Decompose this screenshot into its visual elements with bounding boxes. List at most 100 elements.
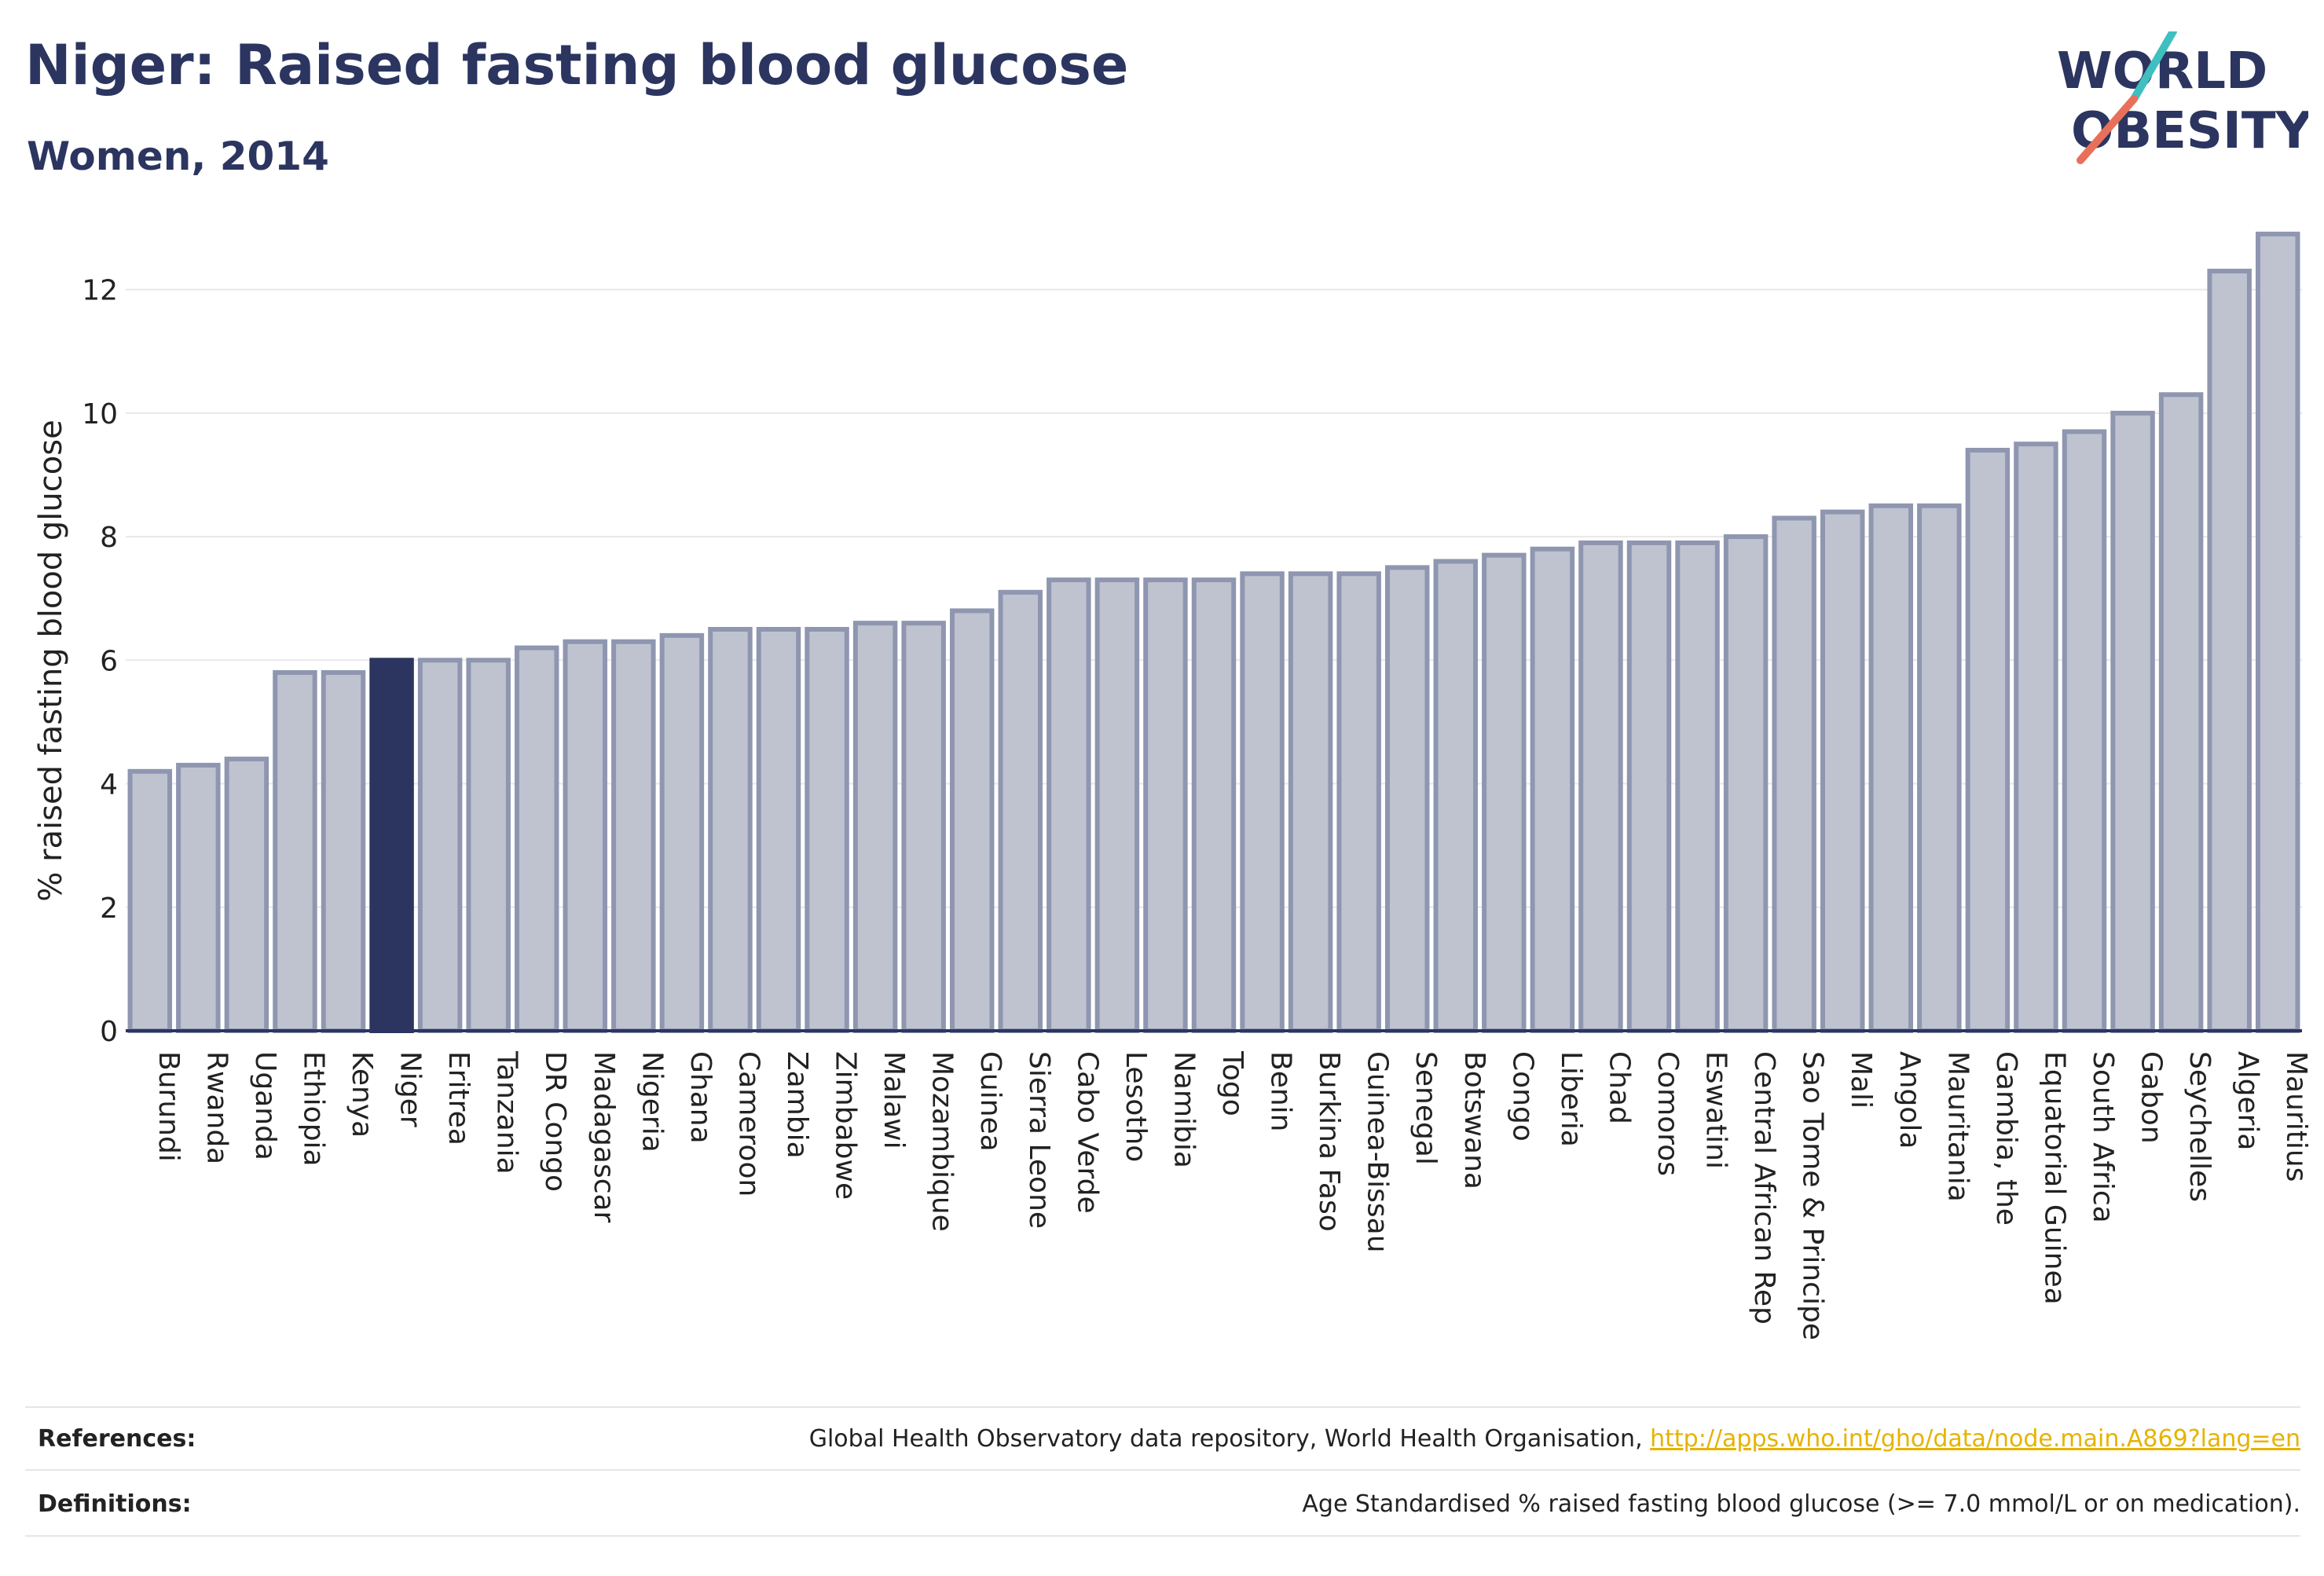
x-tick-label: Comoros — [1651, 1051, 1684, 1176]
y-tick-label: 0 — [100, 1016, 118, 1048]
y-tick-label: 2 — [100, 892, 118, 925]
x-tick-label: Eswatini — [1700, 1051, 1732, 1169]
x-tick-label: Togo — [1216, 1050, 1248, 1116]
logo-teal-slash — [2130, 31, 2177, 103]
x-tick-label: Uganda — [249, 1051, 281, 1160]
x-tick-label: Botswana — [1458, 1051, 1490, 1189]
x-tick-label: Tanzania — [491, 1050, 523, 1175]
y-tick-label: 6 — [100, 645, 118, 677]
bar-kenya — [321, 670, 366, 1033]
bar-cabo-verde — [1047, 577, 1091, 1033]
x-tick-label: Gabon — [2135, 1051, 2168, 1144]
x-tick-label: Mali — [1845, 1051, 1877, 1109]
bar-benin — [1240, 571, 1285, 1033]
bar-togo — [1191, 577, 1237, 1033]
bar-guinea-bissau — [1336, 571, 1381, 1033]
footer-divider-bottom — [25, 1535, 2300, 1537]
bar-gambia-the — [1965, 448, 2011, 1033]
bar-central-african-rep — [1723, 534, 1769, 1033]
x-tick-label: Guinea — [974, 1051, 1006, 1152]
x-tick-label: Burundi — [152, 1051, 185, 1162]
x-tick-label: Sao Tome & Principe — [1797, 1051, 1829, 1340]
bar-dr-congo — [514, 645, 559, 1033]
y-tick-label: 4 — [100, 769, 118, 801]
bar-sierra-leone — [998, 589, 1043, 1033]
x-tick-label: Angola — [1893, 1051, 1926, 1149]
bar-guinea — [949, 608, 995, 1033]
x-tick-label: Cabo Verde — [1071, 1051, 1103, 1214]
bar-zambia — [756, 627, 801, 1033]
bar-liberia — [1530, 546, 1575, 1033]
references-link[interactable]: http://apps.who.int/gho/data/node.main.A… — [1650, 1425, 2300, 1453]
bar-mali — [1820, 509, 1865, 1033]
y-tick-label: 10 — [82, 398, 118, 431]
x-tick-label: Burkina Faso — [1313, 1051, 1345, 1232]
bar-senegal — [1384, 565, 1430, 1033]
definitions-text: Age Standardised % raised fasting blood … — [1302, 1490, 2300, 1518]
bar-ethiopia — [273, 670, 317, 1033]
bar-ghana — [659, 632, 705, 1033]
bar-rwanda — [176, 762, 221, 1033]
bar-sao-tome-principe — [1772, 515, 1816, 1033]
bar-lesotho — [1094, 577, 1140, 1033]
references-text: Global Health Observatory data repositor… — [809, 1425, 2300, 1453]
x-tick-label: Zambia — [781, 1051, 813, 1159]
bar-chad — [1578, 540, 1623, 1033]
x-tick-label: Senegal — [1409, 1051, 1442, 1165]
x-tick-label: Cameroon — [732, 1051, 764, 1197]
x-tick-label: Mauritius — [2280, 1051, 2312, 1182]
x-tick-label: Chad — [1603, 1051, 1635, 1124]
footer-divider-top — [25, 1406, 2300, 1408]
references-source: Global Health Observatory data repositor… — [808, 1425, 1651, 1453]
x-tick-label: Eritrea — [442, 1051, 475, 1145]
bar-south-africa — [2062, 429, 2107, 1033]
x-tick-label: Mozambique — [926, 1051, 959, 1232]
bar-algeria — [2207, 269, 2252, 1033]
x-tick-label: Benin — [1265, 1051, 1297, 1131]
bar-zimbabwe — [805, 627, 849, 1033]
chart-subtitle: Women, 2014 — [27, 134, 329, 179]
definitions-label: Definitions: — [38, 1490, 192, 1518]
bar-botswana — [1433, 559, 1479, 1033]
bar-niger — [369, 658, 414, 1033]
x-tick-label: Algeria — [2232, 1051, 2264, 1151]
x-tick-label: Ethiopia — [297, 1051, 329, 1167]
x-tick-label: Nigeria — [636, 1051, 668, 1153]
footer-divider-middle — [25, 1469, 2300, 1471]
bar-gabon — [2110, 410, 2155, 1033]
bar-mauritania — [1917, 503, 1962, 1033]
x-tick-label: Central African Rep — [1748, 1051, 1780, 1325]
bar-madagascar — [563, 639, 608, 1033]
y-axis-title: % raised fasting blood glucose — [33, 420, 69, 901]
x-tick-label: Sierra Leone — [1023, 1051, 1055, 1229]
bar-mozambique — [901, 621, 946, 1033]
x-tick-label: Namibia — [1167, 1051, 1200, 1168]
bar-chart: 0 2 4 6 8 10 12 Burundi Rwanda Uganda Ethiopia Keny… — [33, 231, 2312, 1340]
bar-tanzania — [466, 658, 511, 1033]
bar-congo — [1482, 552, 1527, 1033]
x-tick-label: Liberia — [1555, 1051, 1587, 1147]
x-tick-label: Niger — [394, 1051, 427, 1127]
x-tick-label: Ghana — [684, 1051, 717, 1144]
x-tick-label: Lesotho — [1120, 1051, 1152, 1162]
x-tick-label: DR Congo — [539, 1051, 571, 1192]
bar-malawi — [852, 621, 898, 1033]
x-tick-label: Kenya — [346, 1051, 378, 1138]
x-tick-label: Rwanda — [200, 1051, 233, 1164]
y-tick-label: 12 — [82, 275, 118, 307]
x-tick-label: Seychelles — [2183, 1051, 2216, 1202]
references-label: References: — [38, 1425, 196, 1453]
bar-burkina-faso — [1288, 571, 1333, 1033]
x-tick-label: Congo — [1506, 1051, 1538, 1142]
bar-angola — [1868, 503, 1914, 1033]
bar-uganda — [224, 757, 269, 1033]
logo-coral-slash — [2077, 95, 2138, 164]
x-tick-label: Zimbabwe — [830, 1051, 862, 1200]
bar-nigeria — [611, 639, 656, 1033]
world-obesity-logo: WORLD OBESITY — [2057, 31, 2308, 164]
bar-namibia — [1143, 577, 1188, 1033]
x-tick-label: Mauritania — [1941, 1051, 1974, 1202]
bar-seychelles — [2158, 392, 2204, 1033]
bar-eritrea — [417, 658, 463, 1033]
bar-equatorial-guinea — [2014, 442, 2058, 1033]
